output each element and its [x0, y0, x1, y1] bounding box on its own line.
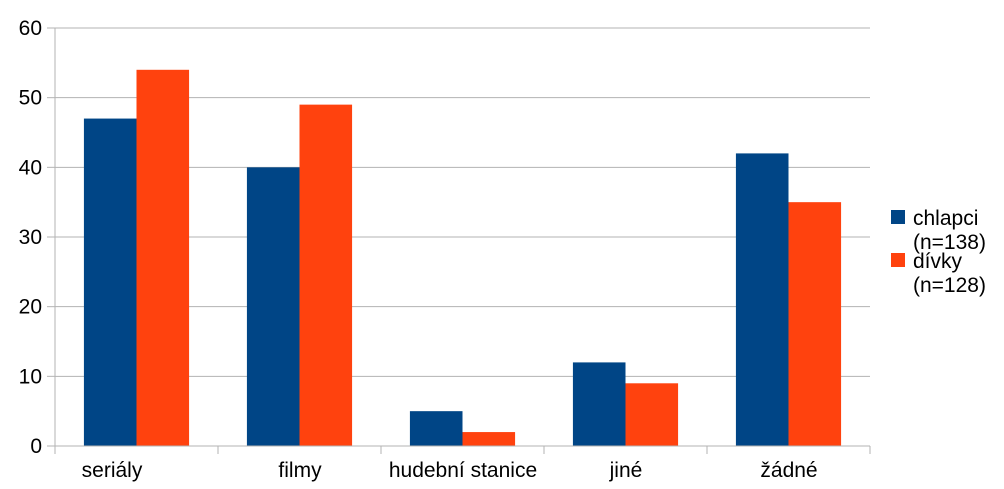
bar-series2-3 [625, 383, 679, 446]
legend-label-1: chlapci [913, 207, 978, 230]
legend-label-1: (n=138) [913, 231, 986, 254]
x-category-label: hudební stanice [389, 459, 537, 482]
axes [54, 28, 871, 454]
bars [83, 69, 842, 447]
y-tick-label: 50 [19, 87, 42, 110]
y-tick-label: 40 [19, 156, 42, 179]
y-tick-label: 20 [19, 296, 42, 319]
legend: chlapci(n=138)dívky(n=128) [891, 207, 986, 297]
legend-swatch-1 [891, 210, 905, 224]
bar-series2-2 [462, 432, 516, 446]
x-category-label: seriály [82, 459, 143, 482]
x-category-label: jiné [609, 459, 643, 482]
y-tick-label: 10 [19, 365, 42, 388]
x-category-labels: seriály filmy hudební stanice jiné žádné [82, 459, 818, 482]
x-category-label: žádné [760, 459, 817, 482]
bar-series2-1 [299, 104, 353, 446]
bar-series2-4 [788, 202, 842, 446]
bar-series1-2 [409, 411, 463, 446]
grid-lines [47, 27, 870, 447]
y-tick-label: 0 [30, 435, 42, 458]
x-category-label: filmy [278, 459, 322, 482]
y-tick-label: 60 [19, 17, 42, 40]
legend-label-2: (n=128) [913, 274, 986, 297]
bar-series1-0 [83, 118, 137, 447]
y-tick-labels: 0 10 20 30 40 50 60 [19, 17, 42, 458]
y-tick-label: 30 [19, 226, 42, 249]
bar-series1-4 [735, 153, 789, 446]
bar-series1-1 [246, 167, 300, 447]
legend-label-2: dívky [913, 250, 963, 273]
bar-series2-0 [136, 69, 190, 447]
legend-swatch-2 [891, 253, 905, 267]
bar-series1-3 [572, 362, 626, 446]
